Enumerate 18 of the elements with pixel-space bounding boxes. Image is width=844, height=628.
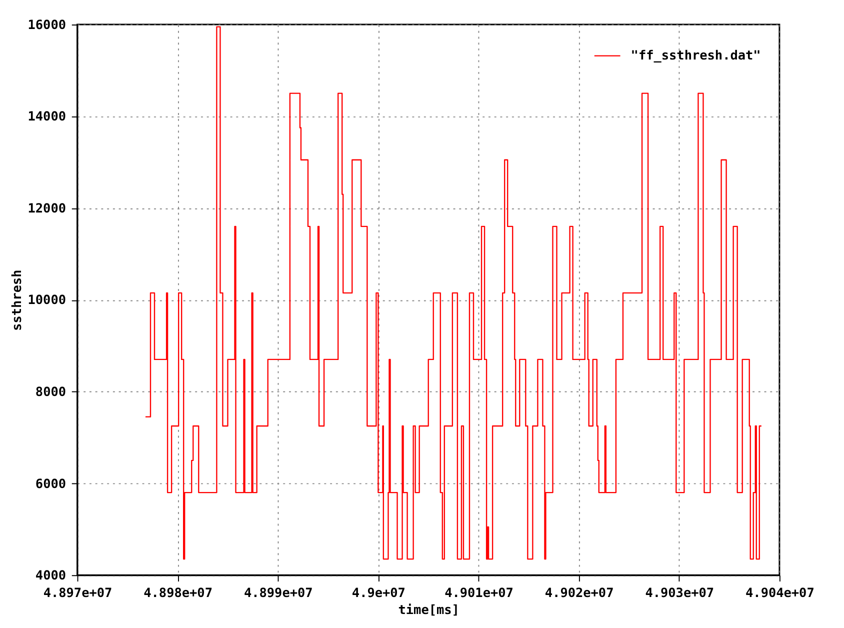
x-tick-label: 4.901e+07	[444, 585, 514, 600]
x-tick-label: 4.9e+07	[352, 585, 406, 600]
x-tick-label: 4.903e+07	[645, 585, 714, 600]
y-tick-label: 8000	[35, 384, 66, 399]
y-tick-label: 4000	[35, 568, 66, 583]
y-tick-label: 14000	[28, 108, 66, 124]
y-axis-title: ssthresh	[8, 270, 24, 331]
y-tick-label: 12000	[28, 200, 66, 216]
x-tick-label: 4.902e+07	[544, 585, 614, 600]
x-axis-title: time[ms]	[398, 602, 460, 617]
y-tick-label: 16000	[28, 16, 66, 32]
x-tick-label: 4.904e+07	[746, 585, 814, 600]
x-tick-label: 4.897e+07	[43, 585, 112, 600]
legend-label: "ff_ssthresh.dat"	[630, 48, 761, 63]
x-tick-label: 4.899e+07	[244, 585, 313, 600]
x-tick-label: 4.898e+07	[144, 585, 212, 600]
y-tick-label: 10000	[28, 292, 66, 308]
y-tick-label: 6000	[35, 476, 66, 491]
